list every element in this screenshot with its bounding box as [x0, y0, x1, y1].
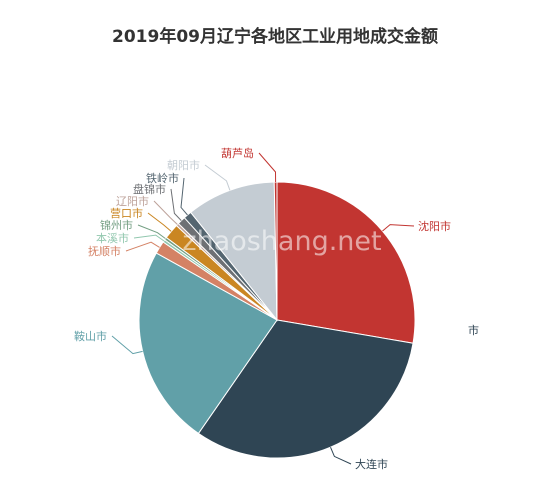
- label-line-e69cace6baaae5b882: [133, 234, 165, 242]
- label-line-e5a4a7e8bf9ee5b882: [330, 447, 352, 465]
- label-line-e99381e5b2ade5b882: [180, 177, 188, 216]
- label-line-e68a9ae9a1bae5b882: [125, 241, 160, 252]
- label-line-e8bebde998b3e5b882: [153, 200, 178, 225]
- label-lines: [111, 152, 415, 465]
- pie-slice-e5a4a7e8bf9ee5b882[interactable]: [197, 319, 414, 459]
- label-line-e69c9de998b3e5b882: [204, 164, 231, 191]
- slice-label-e69c9de998b3e5b882: 朝阳市: [167, 158, 200, 172]
- pie-slice-e99e8de5b1b1e5b882[interactable]: [138, 252, 278, 435]
- pie-slice-e6b288e998b3e5b882[interactable]: [276, 181, 416, 344]
- slice-label-e890a5e58fa3e5b882: 营口市: [110, 206, 143, 220]
- slice-label-e8bebde998b3e5b882: 辽阳市: [116, 194, 149, 208]
- slice-label-e891abe88aa6e5b29b: 葫芦岛: [221, 146, 254, 160]
- slice-label-e99381e5b2ade5b882: 铁岭市: [146, 171, 179, 185]
- slice-label-e99e8de5b1b1e5b882: 鞍山市: [74, 329, 107, 343]
- slice-label-e79b98e994a6e5b882: 盘锦市: [133, 182, 166, 196]
- label-line-e99e8de5b1b1e5b882: [111, 335, 143, 355]
- label-line-e891abe88aa6e5b29b: [258, 152, 277, 183]
- watermark-text: zhaoshang.net: [182, 226, 381, 257]
- pie-slices: [138, 181, 416, 459]
- chart-title: 2019年09月辽宁各地区工业用地成交金额: [112, 27, 438, 47]
- slice-label-e994a6e5b79ee5b882: 锦州市: [100, 218, 133, 232]
- pie-slice-e891abe88aa6e5b29b[interactable]: [273, 181, 278, 321]
- label-line-e994a6e5b79ee5b882: [137, 224, 166, 240]
- slice-label-e5a4a7e8bf9ee5b882: 大连市: [355, 457, 388, 471]
- legend-fragment: 市: [468, 323, 479, 337]
- slice-label-e69cace6baaae5b882: 本溪市: [96, 231, 129, 245]
- slice-label-e6b288e998b3e5b882: 沈阳市: [418, 219, 451, 233]
- slice-label-e68a9ae9a1bae5b882: 抚顺市: [88, 244, 121, 258]
- label-line-e890a5e58fa3e5b882: [147, 212, 172, 232]
- label-line-e6b288e998b3e5b882: [382, 224, 415, 232]
- label-line-e79b98e994a6e5b882: [170, 188, 182, 221]
